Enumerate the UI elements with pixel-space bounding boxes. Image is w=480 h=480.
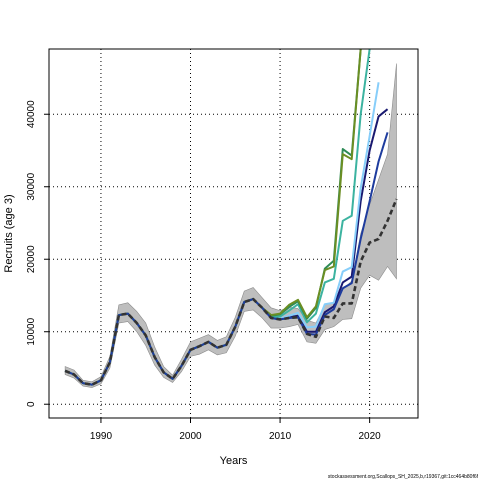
y-tick-label: 0 (26, 401, 37, 407)
y-axis: 0 10000 20000 30000 40000 (26, 100, 50, 407)
footer-credit: stockassessment.org,Scallops_SH_2025,b,r… (328, 474, 479, 480)
x-tick-label: 2020 (359, 431, 382, 442)
x-tick-label: 2010 (269, 431, 292, 442)
x-tick-label: 1990 (90, 431, 113, 442)
confidence-band (64, 63, 397, 388)
y-tick-label: 30000 (26, 172, 37, 200)
series-lines (64, 49, 398, 386)
x-axis: 1990 2000 2010 2020 (90, 417, 382, 442)
confidence-band-area (64, 63, 397, 388)
x-tick-label: 2000 (179, 431, 202, 442)
x-axis-title: Years (220, 455, 248, 467)
y-tick-label: 10000 (26, 317, 37, 345)
y-axis-title: Recruits (age 3) (3, 194, 15, 272)
final-estimate-line (64, 198, 398, 386)
y-tick-label: 40000 (26, 100, 37, 128)
y-tick-label: 20000 (26, 245, 37, 273)
